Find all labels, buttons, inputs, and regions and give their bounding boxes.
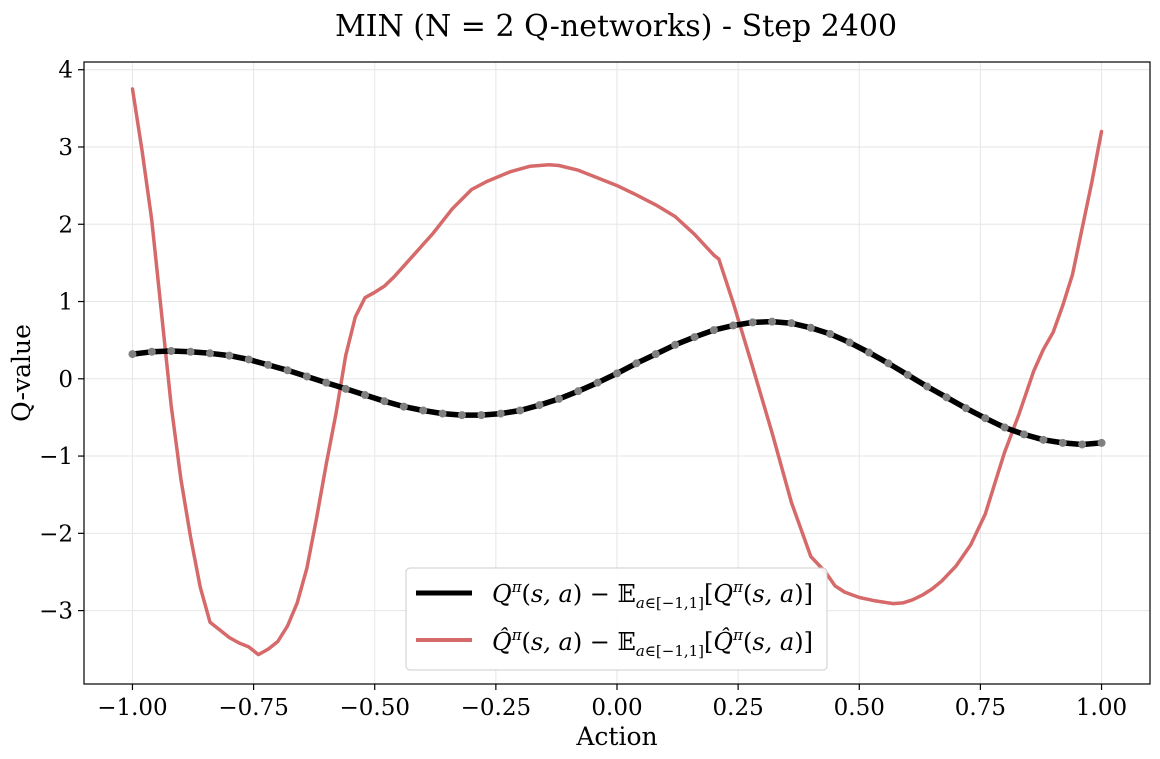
x-axis-label: Action bbox=[575, 722, 657, 751]
x-axis: −1.00 −0.75 −0.50 −0.25 0.00 0.25 0.50 0.75 1.00 bbox=[97, 684, 1127, 721]
data-point-true-q bbox=[399, 402, 408, 411]
data-point-true-q bbox=[516, 406, 525, 415]
legend: Qπ(s, a) − 𝔼a∈[−1,1][Qπ(s, a)] Q̂π(s, a)… bbox=[405, 567, 828, 671]
data-point-true-q bbox=[961, 404, 970, 413]
data-point-true-q bbox=[806, 323, 815, 332]
y-tick-label: 0 bbox=[58, 367, 73, 393]
data-point-true-q bbox=[225, 351, 234, 360]
data-point-true-q bbox=[128, 350, 137, 359]
data-point-true-q bbox=[244, 355, 253, 364]
data-point-true-q bbox=[864, 348, 873, 357]
data-point-true-q bbox=[322, 378, 331, 387]
y-tick-label: 2 bbox=[58, 212, 73, 238]
data-point-true-q bbox=[341, 384, 350, 393]
data-point-true-q bbox=[477, 411, 486, 420]
data-point-true-q bbox=[574, 387, 583, 396]
x-tick-label: 0.00 bbox=[591, 695, 642, 721]
data-point-true-q bbox=[748, 318, 757, 327]
data-point-true-q bbox=[1097, 438, 1106, 447]
data-point-true-q bbox=[593, 378, 602, 387]
legend-box bbox=[405, 567, 828, 671]
data-point-true-q bbox=[457, 411, 466, 420]
data-point-true-q bbox=[613, 369, 621, 378]
plot-area bbox=[128, 87, 1106, 657]
data-point-true-q bbox=[496, 409, 505, 418]
data-point-true-q bbox=[1039, 435, 1048, 444]
data-point-true-q bbox=[167, 346, 176, 355]
x-tick-label: 0.75 bbox=[955, 695, 1006, 721]
data-point-true-q bbox=[787, 319, 796, 328]
data-point-true-q bbox=[903, 370, 912, 379]
data-point-true-q bbox=[1078, 440, 1087, 449]
grid bbox=[84, 62, 1150, 684]
y-tick-label: 1 bbox=[58, 290, 73, 316]
series-line-estimated-q bbox=[130, 87, 1104, 657]
x-tick-label: −0.50 bbox=[339, 695, 409, 721]
data-point-true-q bbox=[554, 394, 563, 403]
x-tick-label: 0.25 bbox=[713, 695, 764, 721]
data-point-true-q bbox=[380, 397, 389, 406]
y-tick-label: −3 bbox=[39, 599, 73, 625]
x-tick-label: −0.25 bbox=[461, 695, 531, 721]
data-point-true-q bbox=[361, 391, 370, 400]
y-axis-label: Q-value bbox=[7, 324, 36, 422]
data-point-true-q bbox=[419, 406, 428, 415]
plot-frame bbox=[83, 61, 1151, 685]
y-tick-label: 4 bbox=[58, 58, 73, 84]
data-point-true-q bbox=[709, 326, 718, 335]
data-point-true-q bbox=[923, 382, 932, 391]
y-axis: −3 −2 −1 0 1 2 3 4 bbox=[39, 58, 84, 625]
data-point-true-q bbox=[147, 347, 156, 356]
data-point-true-q bbox=[186, 347, 195, 356]
data-point-true-q bbox=[671, 340, 680, 349]
data-point-true-q bbox=[845, 338, 854, 347]
data-point-true-q bbox=[302, 372, 311, 381]
data-point-true-q bbox=[729, 321, 738, 330]
x-tick-label: −1.00 bbox=[97, 695, 167, 721]
data-point-true-q bbox=[768, 317, 777, 326]
data-point-true-q bbox=[205, 349, 214, 358]
data-point-true-q bbox=[651, 350, 660, 359]
x-tick-label: −0.75 bbox=[218, 695, 288, 721]
legend-label-true-q: Qπ(s, a) − 𝔼a∈[−1,1][Qπ(s, a)] bbox=[492, 578, 813, 612]
data-point-true-q bbox=[690, 333, 699, 342]
data-point-true-q bbox=[826, 329, 835, 338]
data-point-true-q bbox=[1058, 438, 1067, 447]
data-point-true-q bbox=[981, 414, 990, 423]
y-tick-label: 3 bbox=[58, 135, 73, 161]
data-point-true-q bbox=[438, 409, 447, 418]
data-point-true-q bbox=[264, 360, 273, 369]
x-tick-label: 0.50 bbox=[834, 695, 885, 721]
legend-label-estimated-q: Q̂π(s, a) − 𝔼a∈[−1,1][Q̂π(s, a)] bbox=[492, 626, 813, 660]
y-tick-label: −2 bbox=[39, 521, 73, 547]
y-tick-label: −1 bbox=[39, 444, 73, 470]
data-point-true-q bbox=[1020, 430, 1029, 439]
data-point-true-q bbox=[1000, 423, 1009, 432]
data-point-true-q bbox=[942, 393, 951, 402]
data-point-true-q bbox=[283, 366, 292, 375]
chart-title: MIN (N = 2 Q-networks) - Step 2400 bbox=[335, 9, 897, 44]
data-point-true-q bbox=[535, 401, 544, 410]
data-point-true-q bbox=[884, 359, 893, 368]
data-point-true-q bbox=[632, 359, 641, 368]
x-tick-label: 1.00 bbox=[1076, 695, 1127, 721]
